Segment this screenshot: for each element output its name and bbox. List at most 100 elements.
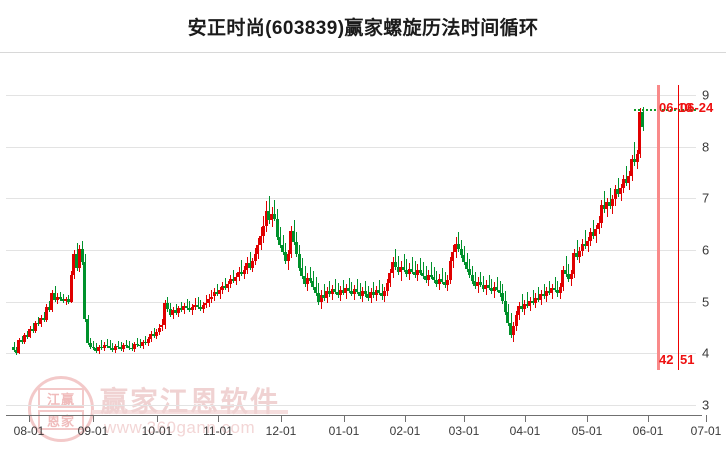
candle-body — [344, 288, 347, 294]
page-title: 安正时尚(603839)赢家螺旋历法时间循环 — [187, 17, 539, 39]
x-axis-tick-09-01 — [93, 415, 94, 422]
candle-body — [108, 346, 111, 349]
candle-body — [207, 298, 210, 303]
candle-wick — [107, 338, 108, 349]
candle-wick — [483, 275, 484, 293]
candle-body — [542, 294, 545, 297]
candle-body — [163, 302, 166, 326]
candle-wick — [398, 256, 399, 275]
candle-body — [177, 307, 180, 314]
candle-body — [92, 347, 95, 349]
candle-wick — [63, 294, 64, 303]
candle-body — [56, 296, 59, 300]
candle-wick — [49, 300, 50, 312]
cycle-line-1[interactable] — [657, 85, 660, 370]
candle-body — [449, 261, 452, 280]
cycle-line-2-date-label: 06-24 — [680, 100, 714, 115]
candle-wick — [137, 337, 138, 348]
candle-body — [636, 153, 639, 163]
candle-body — [28, 328, 31, 337]
candle-wick — [112, 343, 113, 353]
candle-wick — [162, 319, 163, 331]
candle-body — [559, 287, 562, 294]
candle-body — [53, 293, 56, 300]
candle-body — [193, 304, 196, 307]
candle-body — [322, 295, 325, 298]
candle-body — [586, 240, 589, 246]
candle-body — [627, 175, 630, 183]
candle-body — [440, 278, 443, 283]
candle-wick — [426, 265, 427, 284]
candle-body — [182, 305, 185, 310]
candle-body — [100, 347, 103, 349]
candle-body — [125, 345, 128, 347]
candle-wick — [475, 271, 476, 290]
candle-body — [451, 252, 454, 262]
candle-body — [372, 292, 375, 296]
candle-body — [122, 345, 125, 350]
resistance-dotted-line — [634, 109, 696, 112]
candle-body — [15, 350, 18, 354]
candle-wick — [406, 259, 407, 277]
gridline-5 — [6, 301, 696, 303]
candle-body — [438, 278, 441, 285]
candle-body — [410, 268, 413, 272]
candle-body — [287, 254, 290, 262]
candle-wick — [626, 166, 627, 186]
candle-wick — [181, 301, 182, 312]
candle-body — [460, 248, 463, 256]
candle-body — [119, 347, 122, 350]
gridline-6 — [6, 250, 696, 251]
candle-body — [37, 323, 40, 325]
cycle-line-2[interactable] — [678, 85, 679, 370]
candle-body — [50, 293, 53, 310]
candle-body — [17, 339, 20, 354]
candle-body — [75, 254, 78, 268]
candle-body — [528, 300, 531, 306]
candle-wick — [329, 281, 330, 297]
candle-body — [289, 231, 292, 255]
candle-body — [432, 276, 435, 280]
candle-body — [484, 285, 487, 290]
candle-body — [298, 254, 301, 268]
candle-body — [309, 277, 312, 281]
candle-body — [520, 305, 523, 309]
candle-body — [603, 204, 606, 209]
candle-wick — [145, 335, 146, 346]
candle-wick — [404, 254, 405, 272]
candle-body — [391, 262, 394, 273]
candle-wick — [415, 261, 416, 278]
cycle-line-1-date-label: 06-10 — [659, 100, 693, 115]
candle-body — [152, 333, 155, 336]
candle-body — [347, 288, 350, 292]
candle-body — [204, 302, 207, 305]
x-axis-label-01-01: 01-01 — [328, 424, 360, 438]
candle-body — [369, 292, 372, 298]
x-axis-tick-02-01 — [405, 415, 406, 422]
candle-wick — [500, 281, 501, 297]
candle-body — [619, 188, 622, 195]
candle-body — [572, 253, 575, 274]
x-axis-tick-04-01 — [525, 415, 526, 422]
candle-wick — [533, 290, 534, 305]
candle-body — [64, 298, 67, 301]
candle-body — [556, 290, 559, 294]
gridline-3 — [6, 405, 696, 406]
candle-wick — [33, 323, 34, 333]
candle-body — [399, 266, 402, 272]
candle-body — [641, 111, 644, 128]
candle-body — [498, 290, 501, 294]
candle-body — [256, 244, 259, 255]
candle-body — [457, 243, 460, 249]
candlestick-plot[interactable] — [6, 85, 696, 415]
candle-body — [361, 291, 364, 297]
candle-body — [473, 281, 476, 287]
y-axis-label-4: 4 — [702, 345, 710, 361]
candle-body — [221, 286, 224, 291]
candle-body — [300, 267, 303, 276]
candle-wick — [38, 317, 39, 327]
candle-body — [589, 232, 592, 241]
candle-wick — [44, 312, 45, 323]
candle-body — [83, 262, 86, 320]
